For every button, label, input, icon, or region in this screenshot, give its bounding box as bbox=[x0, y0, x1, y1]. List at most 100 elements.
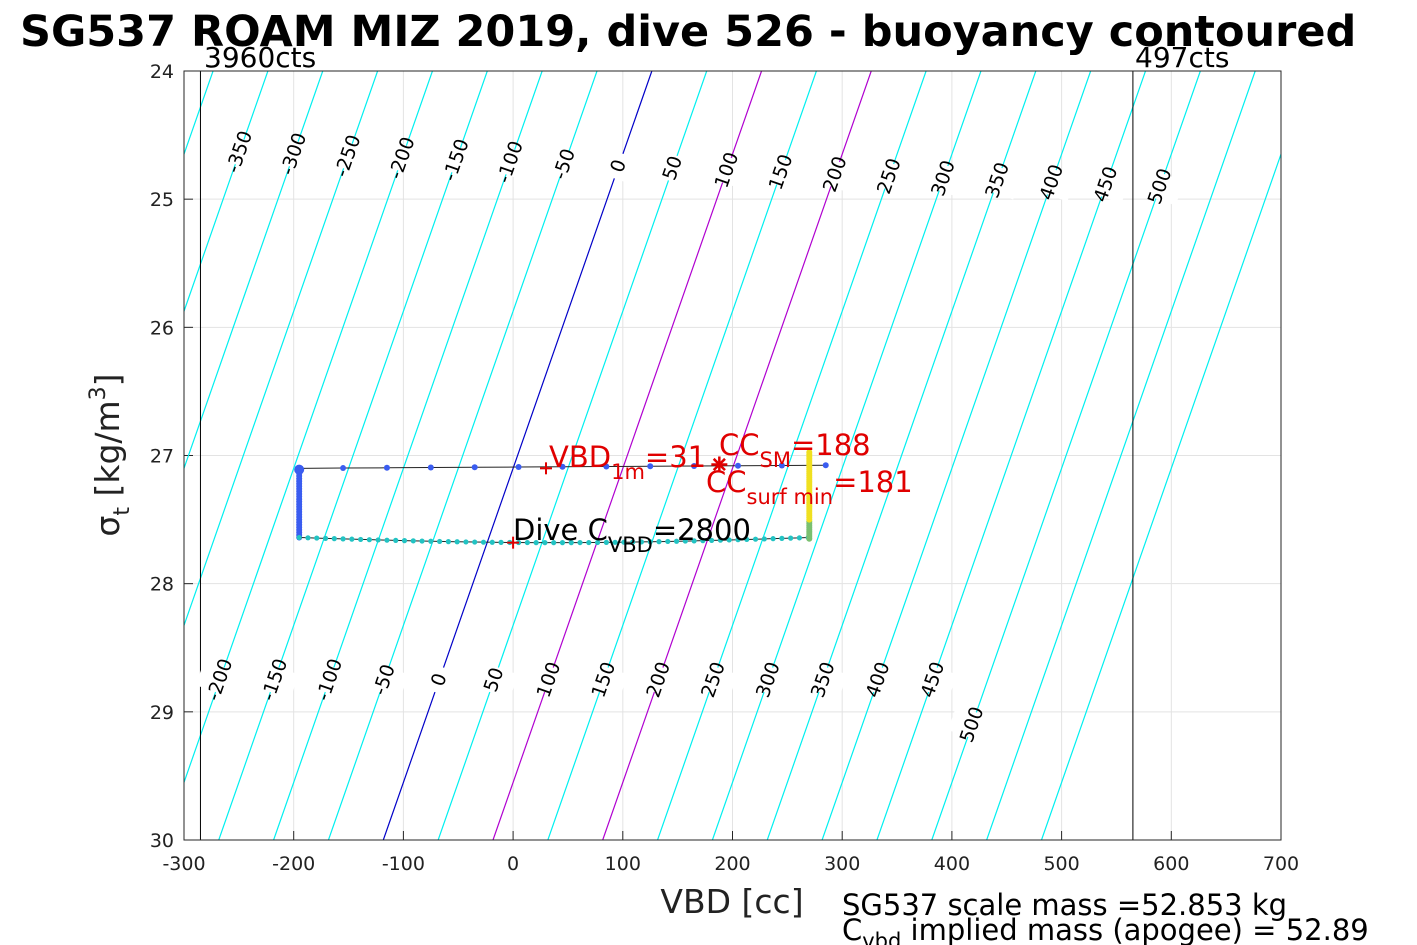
x-axis-label: VBD [cc] bbox=[660, 882, 803, 921]
y-tick-label: 26 bbox=[150, 317, 174, 339]
x-tick-label: 200 bbox=[714, 853, 750, 875]
buoyancy-contour-line bbox=[492, 71, 763, 840]
contour-label-top-bg bbox=[269, 134, 318, 174]
dive-point bbox=[647, 463, 654, 470]
buoyancy-contour-line bbox=[821, 71, 1092, 840]
contour-label-top-bg bbox=[594, 146, 643, 186]
climb-point bbox=[454, 539, 460, 545]
contour-label-bottom-bg bbox=[524, 660, 574, 699]
climb-point bbox=[726, 537, 732, 543]
contour-label-bottom-bg bbox=[195, 660, 244, 699]
contour-label-top-bg bbox=[377, 138, 427, 178]
climb-point bbox=[682, 538, 688, 544]
buoyancy-contour-line bbox=[382, 71, 653, 840]
y-tick-labels: 24 25 26 27 28 29 30 bbox=[150, 61, 174, 852]
x-tick-label: -100 bbox=[382, 853, 425, 875]
dive-point bbox=[471, 464, 478, 471]
dive-point bbox=[340, 465, 347, 472]
climb-point bbox=[489, 539, 495, 545]
contour-label-top-bg bbox=[811, 155, 860, 194]
climb-point bbox=[621, 539, 627, 545]
climb-point bbox=[419, 538, 425, 544]
climb-point bbox=[594, 539, 601, 546]
climb-point bbox=[463, 539, 469, 545]
cvbd-implied-mass-footer: Cvbd implied mass (apogee) = 52.89 bbox=[842, 913, 1369, 945]
contour-label-top-bg bbox=[215, 132, 264, 172]
contour-label-bottom-bg bbox=[579, 660, 628, 699]
climb-point bbox=[700, 538, 706, 544]
buoyancy-contour-line bbox=[547, 71, 817, 840]
climb-point bbox=[524, 539, 530, 546]
y-tick-label: 30 bbox=[150, 830, 174, 852]
contour-label-top-bg bbox=[756, 152, 806, 192]
contour-label-bottom-bg bbox=[947, 705, 997, 744]
climb-point bbox=[375, 537, 381, 543]
contour-label-top-bg bbox=[486, 142, 535, 182]
buoyancy-contour-line bbox=[711, 71, 982, 840]
climb-point bbox=[480, 539, 487, 545]
buoyancy-contour-line bbox=[184, 71, 269, 314]
dive-point bbox=[778, 462, 785, 469]
y-tick-label: 25 bbox=[150, 189, 174, 211]
climb-point bbox=[428, 538, 434, 544]
contour-label-bottom-bg bbox=[908, 660, 958, 699]
climb-point bbox=[744, 536, 750, 543]
climb-point bbox=[322, 535, 329, 541]
climb-point bbox=[349, 536, 355, 542]
x-tick-labels: -300 -200 -100 0 100 200 300 400 500 600 700 bbox=[162, 853, 1299, 875]
climb-point bbox=[533, 540, 539, 546]
markers bbox=[507, 456, 728, 549]
buoyancy-contour-line bbox=[327, 71, 598, 840]
climb-point bbox=[796, 535, 803, 541]
contour-label-bottom-bg bbox=[634, 660, 683, 699]
axes-box bbox=[183, 70, 1282, 841]
climb-point bbox=[296, 534, 302, 541]
climb-point bbox=[709, 537, 715, 544]
climb-point bbox=[665, 538, 671, 545]
climb-point bbox=[340, 536, 346, 542]
contour-label-bottom-bg bbox=[469, 660, 519, 699]
climb-point bbox=[638, 539, 645, 545]
contour-label-bottom-bg bbox=[415, 660, 464, 699]
climb-point bbox=[559, 540, 566, 546]
buoyancy-contour-line bbox=[656, 71, 927, 840]
climb-point bbox=[691, 538, 697, 544]
climb-point bbox=[542, 540, 548, 546]
contour-label-top-bg bbox=[1135, 167, 1185, 206]
buoyancy-contour-line bbox=[876, 71, 1147, 840]
buoyancy-contour-line bbox=[1040, 152, 1281, 840]
x-tick-label: 300 bbox=[824, 853, 860, 875]
contour-label-top-bg bbox=[973, 161, 1022, 200]
dive-point bbox=[691, 463, 698, 470]
cc-surf-min-annotation: CCsurf min=181 bbox=[706, 465, 913, 509]
contour-label-top-bg bbox=[648, 148, 697, 188]
climb-point bbox=[761, 536, 767, 542]
contour-label-top-bg bbox=[540, 144, 589, 184]
x-tick-label: 400 bbox=[934, 853, 970, 875]
buoyancy-contour-line bbox=[602, 71, 872, 840]
climb-point bbox=[393, 537, 399, 543]
surface-point bbox=[806, 449, 813, 456]
dive-data bbox=[294, 449, 829, 546]
contour-label-bottom-bg bbox=[799, 660, 848, 699]
contour-label-top-bg bbox=[865, 157, 914, 196]
x-tick-label: 500 bbox=[1043, 853, 1079, 875]
contour-labels: -350 -300 -250 -200 -150 -100 -50 0 50 100 150 200 2… bbox=[195, 128, 1185, 745]
x-tick-label: -300 bbox=[162, 853, 205, 875]
contour-label-bottom-bg bbox=[744, 660, 793, 699]
buoyancy-contour-line bbox=[986, 71, 1256, 840]
contour-label-bottom-bg bbox=[360, 660, 409, 699]
dive-point bbox=[383, 464, 390, 471]
climb-point bbox=[498, 539, 504, 545]
buoyancy-contour-line bbox=[437, 71, 708, 840]
buoyancy-contour-line bbox=[218, 71, 488, 840]
contour-label-top-bg bbox=[919, 159, 968, 198]
climb-point bbox=[647, 539, 653, 545]
buoyancy-contour-line bbox=[273, 71, 543, 840]
y-axis-label: σt [kg/m3] bbox=[86, 373, 135, 536]
buoyancy-contour-line bbox=[931, 71, 1201, 840]
x-tick-label: -200 bbox=[272, 853, 315, 875]
buoyancy-contour-line bbox=[184, 71, 379, 628]
climb-point bbox=[445, 539, 451, 545]
